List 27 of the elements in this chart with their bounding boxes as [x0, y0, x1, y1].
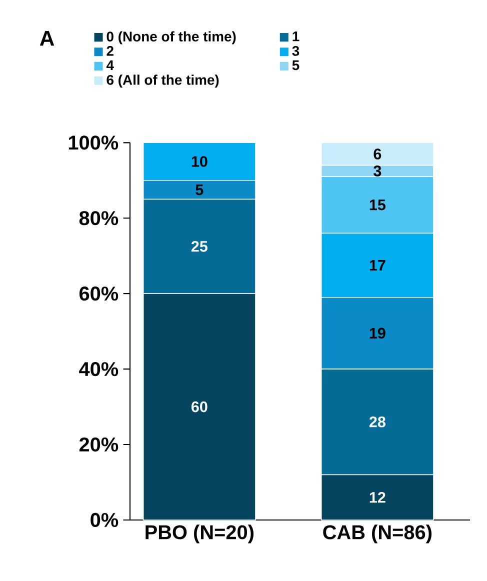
data-label: 10 — [192, 156, 208, 167]
y-tick-label: 60% — [79, 286, 118, 301]
data-label: 17 — [370, 260, 386, 271]
y-tick-label: 40% — [79, 362, 118, 376]
data-label: 3 — [374, 166, 382, 176]
data-label: 6 — [374, 148, 382, 160]
text: A — [40, 31, 54, 46]
y-tick-label: 20% — [79, 437, 118, 452]
y-tick-label: 0% — [90, 512, 118, 528]
data-label: 60 — [191, 401, 208, 412]
legend-label: 4 — [106, 60, 114, 70]
data-label: 28 — [369, 416, 386, 428]
data-label: 12 — [370, 492, 386, 503]
data-label: 5 — [196, 184, 204, 196]
legend-label: 5 — [292, 60, 300, 70]
y-tick-label: 80% — [79, 211, 118, 226]
x-tick-label: PBO (N=20) — [146, 524, 254, 544]
legend-label: 6 (All of the time) — [106, 74, 219, 88]
data-label: 15 — [370, 200, 386, 210]
x-tick-label: CAB (N=86) — [323, 524, 432, 544]
legend-label: 0 (None of the time) — [106, 31, 236, 44]
legend-label: 3 — [292, 46, 300, 56]
y-tick-label: 100% — [68, 136, 118, 150]
legend-label: 2 — [106, 46, 114, 56]
legend-label: 1 — [292, 32, 300, 42]
data-label: 25 — [191, 241, 208, 252]
data-label: 19 — [370, 328, 386, 339]
